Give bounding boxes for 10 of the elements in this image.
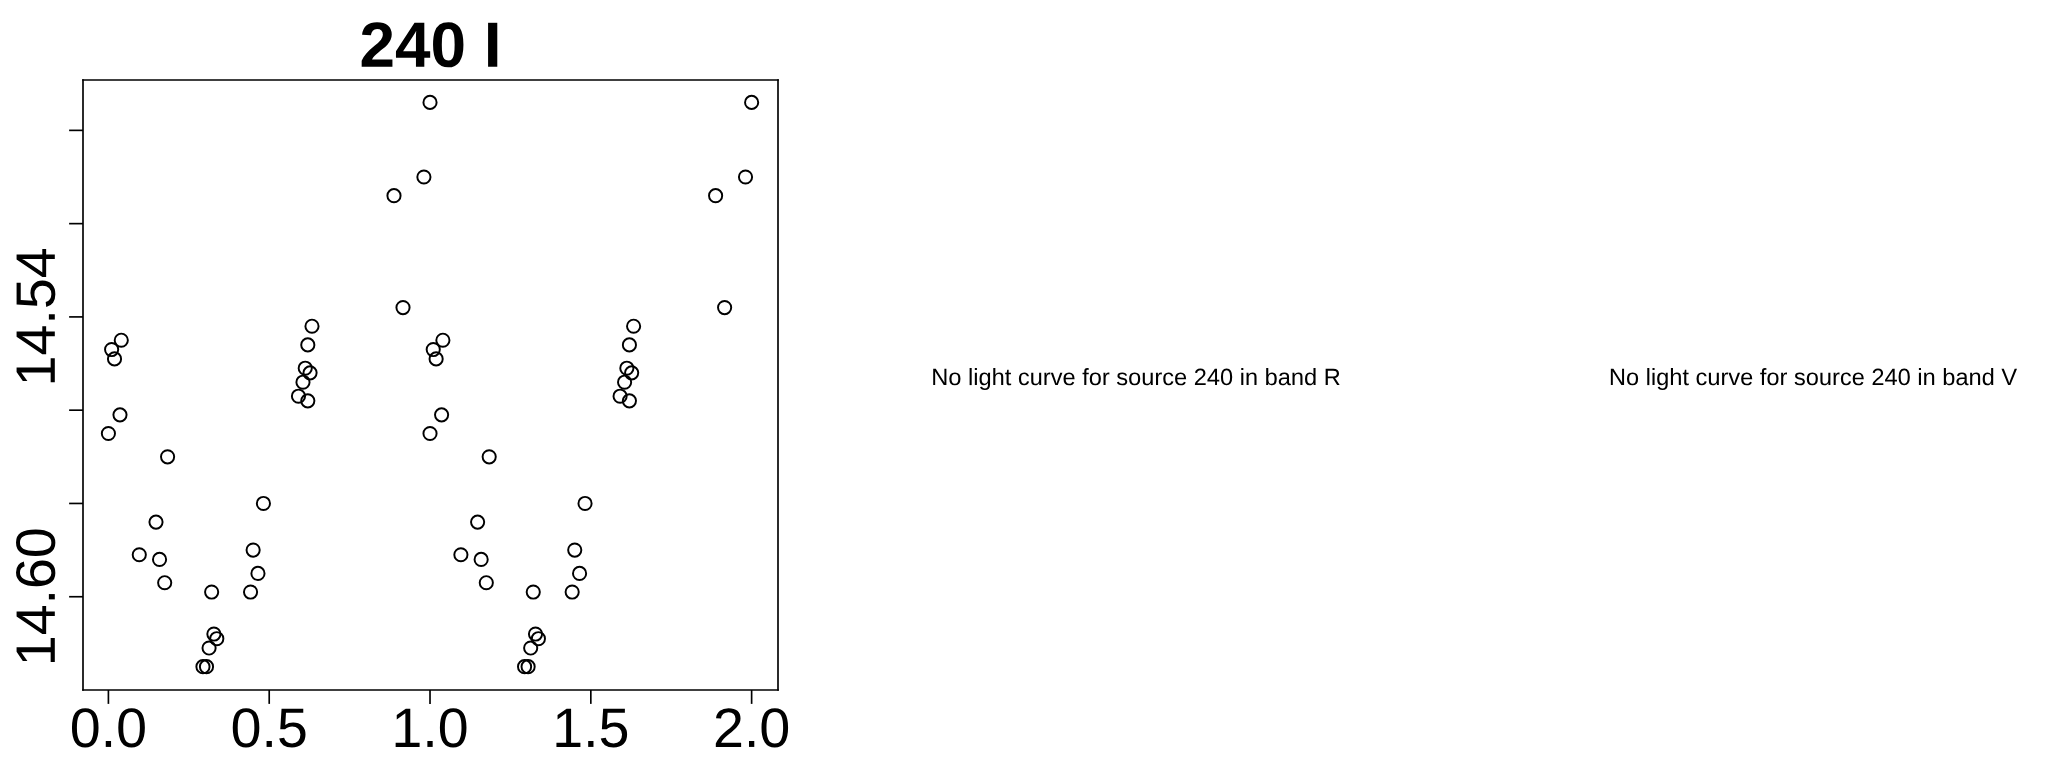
text: No light curve for source 240 in band V (1610, 367, 2017, 390)
x-tick-label: 0.0 (71, 708, 145, 748)
x-tick-label: 1.5 (556, 708, 628, 748)
x-tick-label: 2.0 (715, 708, 789, 748)
chart-title: 240 I (361, 22, 498, 68)
text: No light curve for source 240 in band R (933, 367, 1340, 390)
x-tick-label: 1.0 (395, 708, 467, 748)
x-tick-label: 0.5 (232, 708, 306, 748)
y-tick-label: 14.60 (16, 529, 56, 662)
y-tick-label: 14.54 (16, 249, 56, 383)
